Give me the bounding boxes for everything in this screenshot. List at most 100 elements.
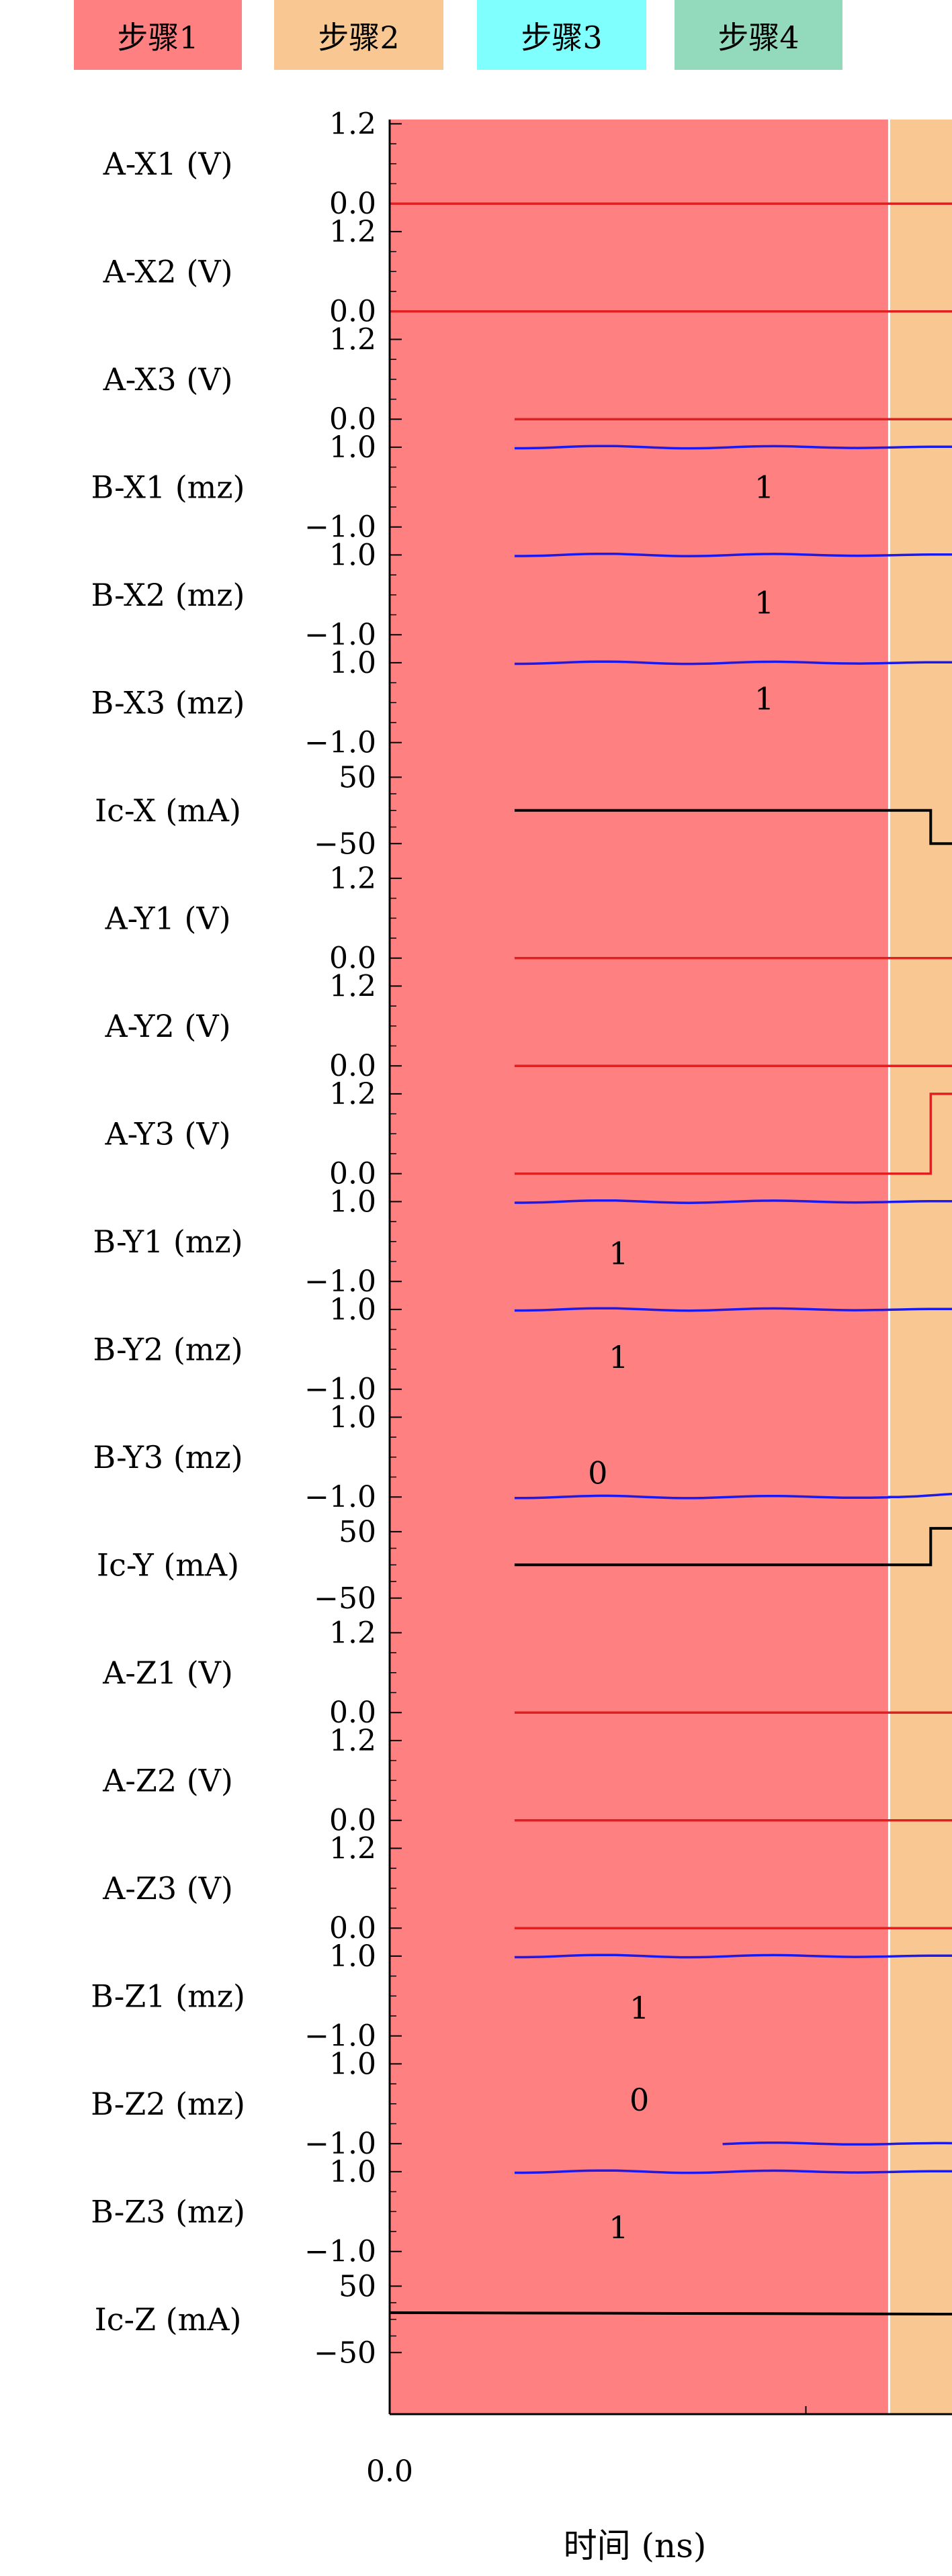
y-tick-label: 1.0: [329, 1293, 376, 1327]
y-tick-label: 1.0: [329, 1400, 376, 1434]
signal-panel: A-Z1 (V) 1.2 0.0: [102, 1616, 952, 1730]
panel-label: B-Y1 (mz): [93, 1224, 243, 1260]
signal-panel: A-Z2 (V) 1.2 0.0: [102, 1724, 952, 1838]
y-tick-label: 0.0: [329, 1157, 376, 1191]
y-tick-label: −50: [314, 1581, 376, 1616]
signal-panel: Ic-Z (mA)50−50与或: [95, 2269, 952, 2370]
panel-label: B-X1 (mz): [91, 469, 245, 505]
trace-annotation: 0: [588, 1455, 607, 1491]
step-legend-label: 步骤3: [521, 19, 602, 56]
y-tick-label: 50: [339, 1515, 376, 1549]
signal-trace: [514, 418, 952, 420]
signal-panel: A-X2 (V) 1.2 0.0: [103, 215, 952, 329]
trace-annotation: 1: [609, 1339, 628, 1375]
y-tick-label: 1.2: [329, 1724, 376, 1758]
panel-label: B-Z2 (mz): [91, 2086, 245, 2122]
signal-panel: A-Z3 (V) 1.2 0.0: [102, 1831, 952, 1945]
y-tick-label: 1.2: [329, 862, 376, 896]
panel-label: Ic-Y (mA): [97, 1547, 239, 1583]
y-tick-label: 1.2: [329, 322, 376, 357]
y-tick-label: 1.2: [329, 1616, 376, 1650]
signal-trace: [514, 809, 952, 845]
signal-panel: A-Y3 (V) 1.2 0.0: [104, 1077, 952, 1191]
trace-annotation: 1: [609, 1236, 628, 1272]
signal-panel: B-X2 (mz) 1.0 −1.0 1: [91, 538, 952, 652]
y-tick-label: 1.0: [329, 538, 376, 572]
step-legend: 步骤1 步骤2 步骤3 步骤4: [74, 0, 842, 70]
panel-label: B-Z1 (mz): [91, 1978, 245, 2014]
y-tick-label: 1.0: [329, 2047, 376, 2081]
y-tick-label: 50: [339, 2269, 376, 2303]
y-tick-label: 0.0: [329, 1911, 376, 1945]
x-axis: 0.0 1 0 时间 (ns): [366, 120, 952, 2565]
signal-panel: A-X1 (V) 1.2 0.0: [103, 107, 952, 221]
y-tick-label: 1.2: [329, 1077, 376, 1111]
panel-label: A-Y3 (V): [104, 1115, 230, 1152]
trace-annotation: 1: [754, 585, 774, 621]
panel-label: B-X3 (mz): [91, 684, 245, 721]
y-tick-label: −1.0: [304, 726, 376, 760]
step-legend-item: 步骤3: [477, 0, 646, 70]
panel-label: A-X2 (V): [103, 253, 233, 289]
panel-label: Ic-X (mA): [95, 792, 241, 829]
y-tick-label: 0.0: [329, 1696, 376, 1730]
panel-label: A-Z3 (V): [102, 1870, 233, 1906]
y-tick-label: −1.0: [304, 1373, 376, 1407]
trace-annotation: 1: [754, 469, 774, 505]
y-tick-label: 0.0: [329, 402, 376, 436]
y-tick-label: 1.0: [329, 646, 376, 680]
y-tick-label: 1.0: [329, 430, 376, 465]
step-legend-label: 步骤1: [117, 19, 198, 56]
step-legend-swatch: [675, 0, 842, 70]
signal-panels: A-X1 (V)1.20.0A-X2 (V)1.20.0A-X3 (V)1.20…: [91, 107, 952, 2370]
step-legend-swatch: [477, 0, 646, 70]
step-band: [390, 120, 890, 2414]
signal-panel: A-Y2 (V) 1.2 0.0: [104, 969, 952, 1083]
y-tick-label: −1.0: [304, 2127, 376, 2161]
step-legend-item: 步骤4: [675, 0, 842, 70]
y-tick-label: −1.0: [304, 618, 376, 652]
y-tick-label: −1.0: [304, 1480, 376, 1514]
signal-panel: B-Y3 (mz)1.0−1.0010: [93, 1400, 952, 1514]
step-legend-label: 步骤4: [718, 19, 799, 56]
trace-annotation: 1: [630, 1990, 649, 2026]
signal-panel: B-Y1 (mz)1.0−1.0101: [93, 1185, 952, 1299]
panel-label: B-Z3 (mz): [91, 2193, 245, 2229]
y-tick-label: 0.0: [329, 941, 376, 976]
signal-panel: A-X3 (V) 1.2 0.0: [103, 322, 952, 436]
signal-panel: A-Y1 (V) 1.2 0.0: [104, 862, 952, 976]
x-axis-title: 时间 (ns): [564, 2526, 707, 2565]
step-legend-swatch: [274, 0, 443, 70]
y-tick-label: 0.0: [329, 187, 376, 221]
panel-label: A-Z1 (V): [102, 1655, 233, 1691]
y-tick-label: 1.0: [329, 1185, 376, 1219]
y-tick-label: −50: [314, 2336, 376, 2370]
y-tick-label: 0.0: [329, 1049, 376, 1083]
y-tick-label: −50: [314, 827, 376, 861]
y-tick-label: −1.0: [304, 510, 376, 545]
signal-trace: [514, 1093, 952, 1175]
signal-panel: B-Z2 (mz)1.0−1.001: [91, 2047, 952, 2161]
y-tick-label: 1.0: [329, 2155, 376, 2189]
signal-panel: Ic-Y (mA)50−50异或异或: [97, 1515, 952, 1616]
y-tick-label: 1.2: [329, 215, 376, 249]
x-tick-label: 0.0: [366, 2454, 413, 2489]
signal-panel: Ic-X (mA)50−50与: [95, 760, 952, 861]
panel-label: A-Y2 (V): [104, 1008, 230, 1044]
panel-label: Ic-Z (mA): [95, 2301, 242, 2338]
trace-annotation: 1: [754, 680, 774, 717]
step-legend-item: 步骤1: [74, 0, 242, 70]
panel-label: B-Y3 (mz): [93, 1439, 243, 1475]
step-legend-label: 步骤2: [318, 19, 399, 56]
step-legend-swatch: [74, 0, 242, 70]
y-tick-label: 1.0: [329, 1939, 376, 1974]
signal-panel: B-Z3 (mz) 1.0 −1.0 1: [91, 2155, 952, 2269]
panel-label: B-Y2 (mz): [93, 1331, 243, 1367]
step-bands: [390, 120, 952, 2414]
panel-label: A-Y1 (V): [104, 900, 230, 936]
y-tick-label: 0.0: [329, 295, 376, 329]
signal-panel: B-Z1 (mz)1.0−1.0101: [91, 1939, 952, 2054]
y-tick-label: 1.2: [329, 107, 376, 141]
y-tick-label: 50: [339, 760, 376, 794]
